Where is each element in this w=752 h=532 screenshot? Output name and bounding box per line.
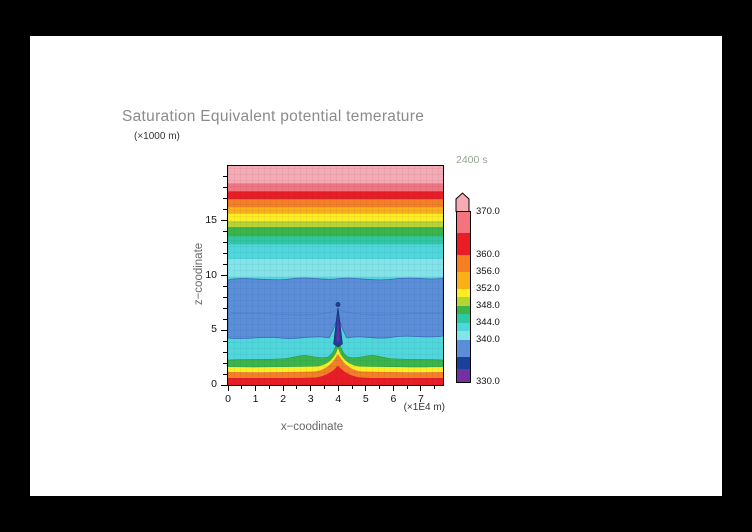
colorbar-segment-356-360 <box>457 254 470 272</box>
band-green-surface <box>228 337 443 368</box>
cold-spike-dot <box>335 302 341 307</box>
colorbar-segment-333-336 <box>457 356 470 370</box>
plot-area <box>227 165 444 386</box>
x-axis-label: x−coodinate <box>280 421 344 433</box>
y-axis-label: z−coodinate <box>193 242 205 306</box>
band-palecyan <box>228 259 443 278</box>
time-label: 2400 s <box>456 154 488 166</box>
colorbar-segment-330-333 <box>457 369 470 382</box>
band-teal <box>228 236 443 245</box>
plot-title: Saturation Equivalent potential temeratu… <box>122 108 425 125</box>
band-salmon <box>228 183 443 192</box>
band-yellow-surface <box>228 348 443 373</box>
band-green <box>228 227 443 237</box>
colorbar-segment-342-344 <box>457 322 470 331</box>
band-cyan-upper <box>228 244 443 260</box>
cold-spike-core <box>336 315 340 343</box>
colorbar-segment-360-365 <box>457 233 470 255</box>
band-red <box>228 191 443 200</box>
band-pink <box>228 166 443 184</box>
band-yellow <box>228 213 443 222</box>
y-axis-unit: (×1000 m) <box>134 131 180 142</box>
colorbar-segment-340-342 <box>457 331 470 340</box>
colorbar <box>456 211 471 383</box>
band-red-surface <box>228 365 443 385</box>
colorbar-segment-336-340 <box>457 339 470 357</box>
colorbar-over-cap-shape <box>455 192 470 212</box>
contour-plot <box>228 166 443 385</box>
colorbar-segment-365-370 <box>457 212 470 234</box>
band-blue-wavy <box>228 277 443 339</box>
band-amber <box>228 207 443 215</box>
colorbar-segment-350-352 <box>457 288 470 297</box>
band-orange <box>228 199 443 208</box>
colorbar-segment-348-350 <box>457 297 470 306</box>
colorbar-segment-352-356 <box>457 271 470 289</box>
colorbar-segment-346-348 <box>457 305 470 314</box>
band-orange-surface <box>228 354 443 378</box>
colorbar-segment-344-346 <box>457 314 470 323</box>
band-yellowgreen <box>228 221 443 228</box>
colorbar-over-cap <box>455 192 470 212</box>
x-axis-unit: (×1E4 m) <box>403 402 445 413</box>
